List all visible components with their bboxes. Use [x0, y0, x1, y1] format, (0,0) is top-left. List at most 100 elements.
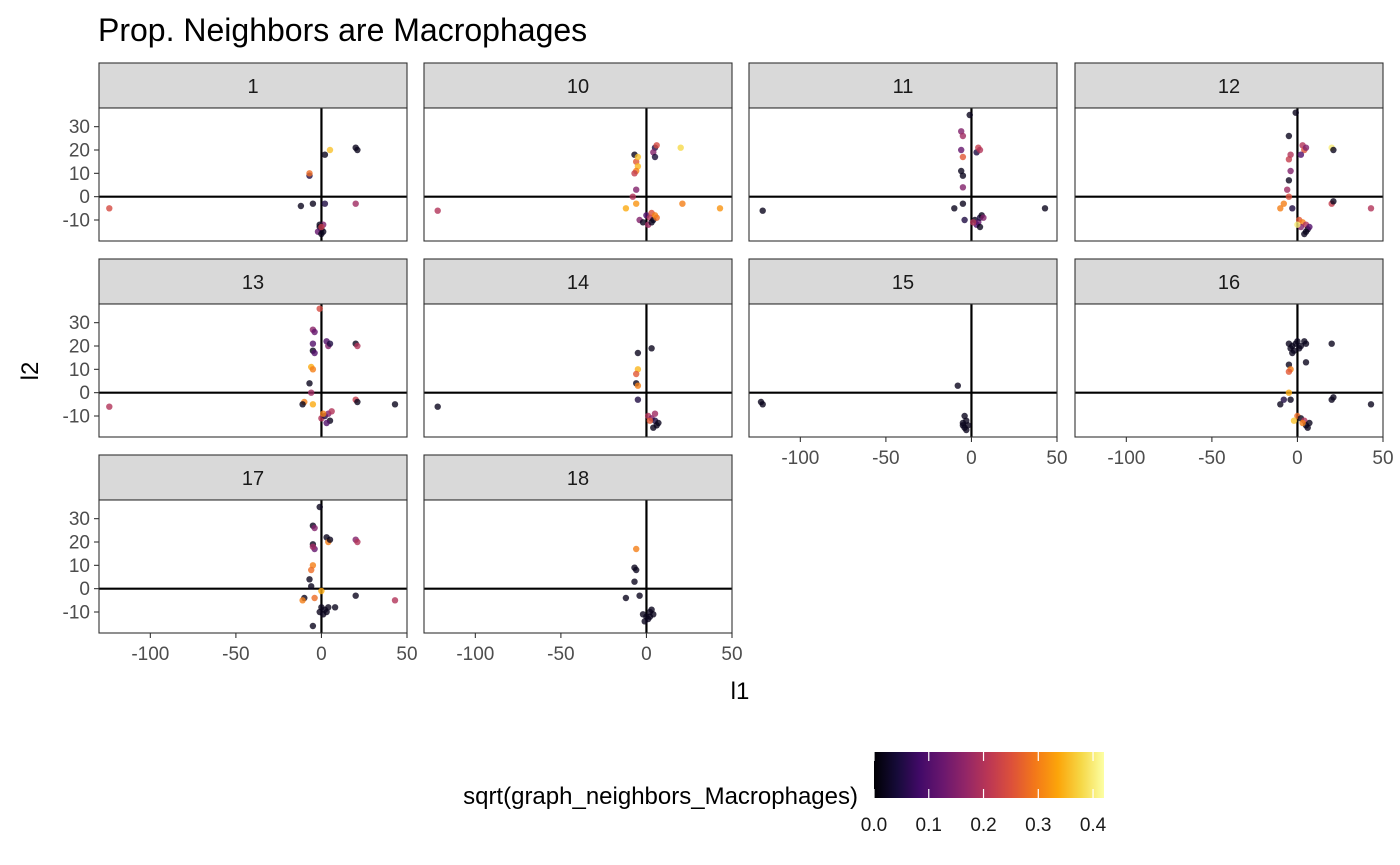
- data-point: [354, 146, 361, 154]
- data-point: [434, 403, 441, 410]
- panel-background: [99, 304, 407, 437]
- data-point: [1367, 401, 1375, 408]
- data-point: [970, 219, 977, 226]
- data-point: [629, 193, 636, 200]
- facet-strip: [423, 258, 733, 305]
- data-point: [1285, 156, 1293, 163]
- data-point: [1284, 186, 1291, 193]
- facet-panel-12: 12: [1074, 62, 1384, 242]
- y-tick-label: 10: [69, 556, 90, 577]
- data-point: [106, 205, 113, 212]
- facet-strip-label: 18: [567, 468, 589, 490]
- panel-background: [424, 500, 732, 633]
- legend-tick-label: 0.0: [861, 815, 887, 836]
- data-point: [306, 576, 313, 583]
- data-point: [354, 342, 361, 350]
- data-point: [1280, 200, 1288, 207]
- data-point: [959, 153, 967, 161]
- data-point: [1289, 205, 1296, 212]
- legend-colorbar: [874, 752, 1104, 798]
- legend-tick-label: 0.4: [1080, 815, 1107, 836]
- data-point: [309, 340, 317, 347]
- y-tick-label: 20: [69, 533, 90, 554]
- data-point: [297, 202, 305, 210]
- data-point: [951, 205, 958, 212]
- data-point: [323, 608, 330, 616]
- panel-border: [748, 107, 1058, 242]
- data-point: [648, 345, 655, 352]
- data-point: [326, 146, 334, 154]
- data-point: [1285, 132, 1293, 140]
- data-point: [631, 578, 638, 585]
- chart-title: Prop. Neighbors are Macrophages: [98, 12, 587, 48]
- data-point: [633, 200, 640, 207]
- facet-strip: [1074, 62, 1384, 109]
- data-point: [328, 408, 335, 415]
- facet-strip: [423, 454, 733, 501]
- y-tick-label: 10: [69, 164, 90, 185]
- panel-background: [424, 304, 732, 437]
- facet-strip-label: 12: [1218, 76, 1240, 98]
- y-tick-label: 20: [69, 337, 90, 358]
- x-tick-label: 0: [641, 644, 652, 665]
- data-point: [634, 153, 642, 161]
- data-point: [653, 142, 660, 149]
- y-axis-title: l2: [17, 362, 44, 381]
- data-point: [976, 223, 984, 231]
- data-point: [326, 536, 334, 543]
- data-point: [1302, 359, 1310, 366]
- panel-border: [1074, 303, 1384, 438]
- data-point: [633, 545, 640, 553]
- x-tick-label: -50: [222, 644, 249, 665]
- x-tick-label: 0: [966, 448, 977, 469]
- facet-strip: [748, 62, 1058, 109]
- data-point: [1297, 151, 1305, 158]
- data-point: [959, 184, 967, 191]
- data-point: [1330, 198, 1337, 205]
- facet-strip-label: 15: [892, 272, 914, 294]
- data-point: [622, 205, 630, 212]
- x-tick-label: -100: [456, 644, 494, 665]
- data-point: [1296, 345, 1303, 352]
- data-point: [959, 172, 967, 179]
- data-point: [1290, 417, 1298, 424]
- facet-panel-14: 14: [423, 258, 733, 438]
- data-point: [309, 543, 317, 550]
- panel-background: [749, 108, 1057, 241]
- facet-strip-label: 17: [242, 468, 264, 490]
- facet-strip: [98, 454, 408, 501]
- x-tick-label: -50: [1198, 448, 1225, 469]
- data-point: [634, 349, 642, 357]
- data-point: [716, 205, 724, 212]
- data-point: [636, 592, 643, 599]
- data-point: [646, 613, 654, 620]
- data-point: [651, 153, 659, 161]
- color-legend: sqrt(graph_neighbors_Macrophages) 0.0 0.1…: [463, 752, 1107, 836]
- panel-background: [424, 108, 732, 241]
- data-point: [980, 214, 987, 221]
- facet-strip: [1074, 258, 1384, 305]
- data-point: [1287, 167, 1294, 175]
- data-point: [106, 403, 113, 410]
- y-tick-label: 30: [69, 117, 90, 138]
- x-tick-label: -100: [131, 644, 169, 665]
- facet-panel-10: 10: [423, 62, 733, 242]
- data-point: [639, 219, 647, 226]
- data-point: [1306, 223, 1313, 231]
- data-point: [354, 398, 361, 406]
- data-point: [316, 503, 323, 511]
- data-point: [311, 524, 318, 532]
- facet-strip-label: 14: [567, 272, 589, 294]
- panel-background: [99, 108, 407, 241]
- data-point: [1294, 221, 1301, 228]
- data-point: [759, 207, 766, 214]
- data-point: [316, 305, 323, 312]
- data-point: [633, 566, 640, 574]
- x-tick-label: 0: [1292, 448, 1303, 469]
- panel-border: [423, 107, 733, 242]
- data-point: [309, 401, 317, 408]
- data-point: [954, 382, 961, 389]
